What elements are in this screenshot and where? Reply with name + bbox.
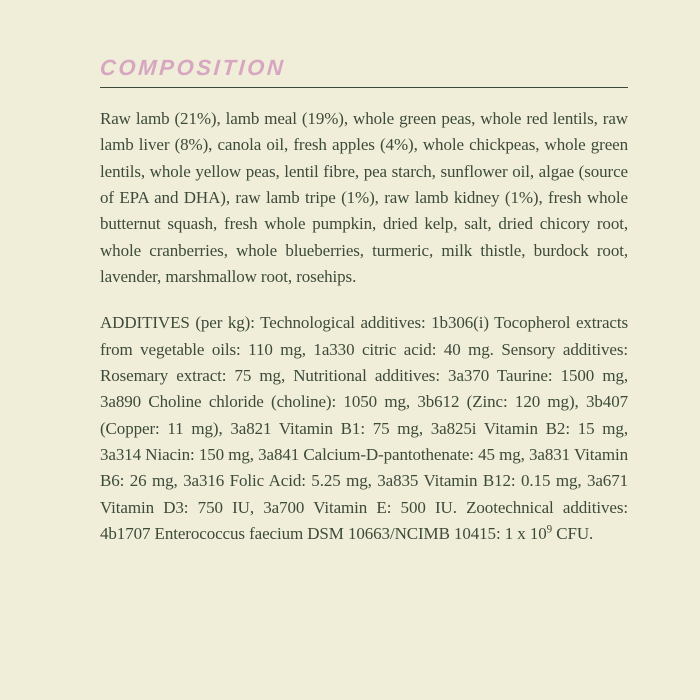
composition-ingredients: Raw lamb (21%), lamb meal (19%), whole g…	[100, 106, 628, 290]
heading-rule	[100, 87, 628, 88]
section-heading: COMPOSITION	[99, 55, 629, 81]
composition-additives: ADDITIVES (per kg): Technological additi…	[100, 310, 628, 547]
